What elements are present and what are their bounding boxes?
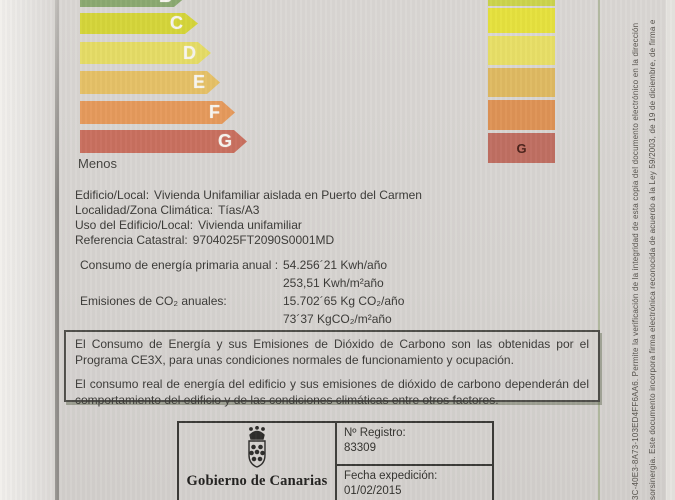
info-row-localidad: Localidad/Zona Climática: Tías/A3 [75, 203, 422, 218]
consumption-values: 54.256´21 Kwh/año 253,51 Kwh/m²año [283, 256, 387, 292]
info-value: Vivienda unifamiliar [198, 218, 302, 232]
notes-box: El Consumo de Energía y sus Emisiones de… [64, 330, 600, 407]
rating-block-d [488, 36, 555, 65]
energy-arrow-e: E [80, 71, 220, 94]
registry-label: Nº Registro: [344, 427, 406, 439]
energy-arrow-f: F [80, 101, 235, 124]
energy-arrow-b: B [80, 0, 187, 7]
expedition-date-label: Fecha expedición: [344, 470, 438, 482]
registry-value: 83309 [344, 442, 376, 454]
edge-print-line1: 3C-40E3-8A73-103ED4FF6AA6. Permite la ve… [631, 22, 640, 500]
info-value: Tías/A3 [218, 203, 260, 217]
document-right-edge-line [598, 0, 600, 500]
footer-table: Gobierno de Canarias Nº Registro: 83309 … [177, 421, 494, 500]
edge-print-line2: sorsinergia. Este documento incorpora fi… [648, 19, 657, 500]
info-row-uso: Uso del Edificio/Local: Vivienda unifamil… [75, 218, 422, 233]
rating-block-c [488, 8, 555, 33]
rating-block-e [488, 68, 555, 97]
scan-right-edge [666, 0, 675, 500]
energy-arrow-g: G [80, 130, 247, 153]
consumption-table: Consumo de energía primaria anual : 54.2… [80, 256, 404, 328]
energy-arrow-c: C [80, 13, 198, 34]
building-info: Edificio/Local: Vivienda Unifamiliar aisl… [75, 188, 422, 248]
info-value: Vivienda Unifamiliar aislada en Puerto d… [154, 188, 422, 202]
consumption-label: Emisiones de CO₂ anuales: [80, 294, 227, 308]
info-row-referencia: Referencia Catastral: 9704025FT2090S0001M… [75, 233, 422, 248]
expedition-date-cell: Fecha expedición: 01/02/2015 [337, 466, 492, 500]
arrow-letter-b: B [159, 0, 187, 7]
info-value: 9704025FT2090S0001MD [192, 233, 335, 247]
info-label: Edificio/Local: [75, 188, 150, 202]
arrow-letter-g: G [217, 131, 232, 151]
canarias-coat-of-arms-icon [248, 426, 266, 468]
consumption-values: 15.702´65 Kg CO₂/año 73´37 KgCO₂/m²año [283, 292, 404, 328]
registry-cell: Nº Registro: 83309 [337, 423, 492, 466]
info-label: Referencia Catastral: [75, 233, 188, 247]
rating-block-b [488, 0, 555, 6]
rating-block-g: G [488, 133, 555, 163]
arrow-letter-d: D [183, 42, 196, 63]
info-row-edificio: Edificio/Local: Vivienda Unifamiliar aisl… [75, 188, 422, 203]
page-edge-shadow [55, 0, 59, 500]
notes-paragraph-2: El consumo real de energía del edificio … [75, 377, 589, 407]
info-label: Uso del Edificio/Local: [75, 218, 194, 232]
notes-paragraph-1: El Consumo de Energía y sus Emisiones de… [75, 337, 589, 367]
energy-arrow-d: D [80, 42, 211, 64]
expedition-date-value: 01/02/2015 [344, 485, 402, 497]
footer-registry-cell: Nº Registro: 83309 Fecha expedición: 01/… [337, 423, 492, 500]
menos-label: Menos [78, 156, 118, 171]
rating-letter: G [516, 140, 527, 156]
footer-government-cell: Gobierno de Canarias [179, 423, 337, 500]
scan-margin [0, 0, 56, 500]
arrow-letter-c: C [170, 13, 183, 33]
consumption-value: 15.702´65 Kg CO₂/año [283, 294, 405, 308]
consumption-value: 73´37 KgCO₂/m²año [283, 312, 392, 326]
arrow-letter-e: E [192, 72, 205, 92]
consumption-label: Consumo de energía primaria anual : [80, 258, 279, 272]
consumption-value: 54.256´21 Kwh/año [283, 258, 388, 272]
arrow-letter-f: F [209, 102, 220, 122]
government-name: Gobierno de Canarias [186, 473, 328, 489]
consumption-row-emisiones: Emisiones de CO₂ anuales: 15.702´65 Kg C… [80, 292, 404, 328]
info-label: Localidad/Zona Climática: [75, 203, 214, 217]
consumption-row-energia: Consumo de energía primaria anual : 54.2… [80, 256, 404, 292]
consumption-value: 253,51 Kwh/m²año [283, 276, 384, 290]
rating-block-f [488, 100, 555, 130]
